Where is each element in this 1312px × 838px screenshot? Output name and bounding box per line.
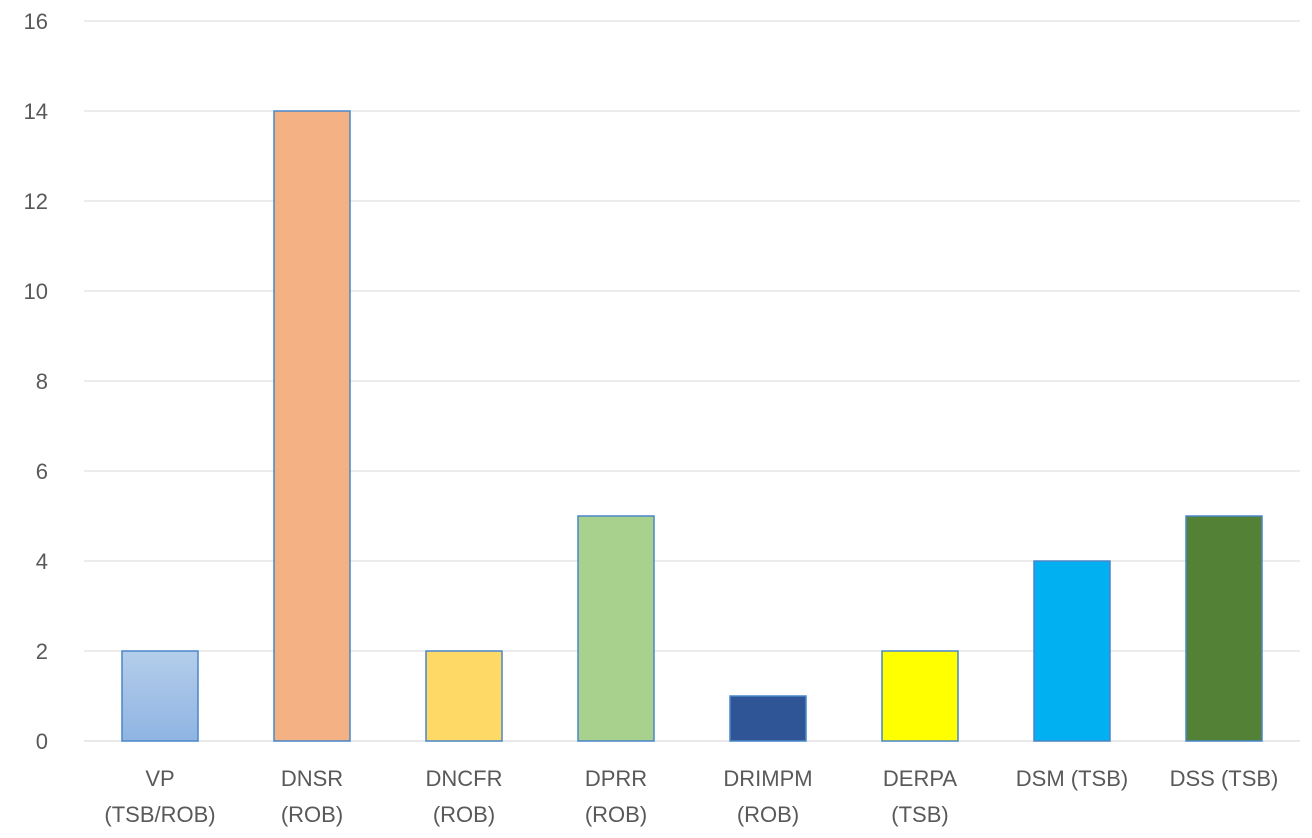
bars: [121, 110, 1263, 742]
x-category-label-line: (ROB): [585, 802, 647, 827]
gridlines: [84, 20, 1300, 742]
bar: [1185, 515, 1263, 742]
x-category-label: VP (TSB/ROB): [104, 766, 215, 827]
bar: [881, 650, 959, 742]
x-category-label: DPRR (ROB): [585, 766, 647, 827]
x-category-label: DSS (TSB): [1170, 766, 1279, 791]
y-tick-label: 10: [24, 279, 48, 304]
x-category-label-line: DNSR: [281, 766, 343, 791]
bar: [729, 695, 807, 742]
y-tick-label: 14: [24, 99, 48, 124]
x-category-label-line: (ROB): [281, 802, 343, 827]
x-category-label-line: (ROB): [433, 802, 495, 827]
x-category-label: DNCFR (ROB): [426, 766, 503, 827]
y-tick-label: 6: [36, 459, 48, 484]
bar: [121, 650, 199, 742]
x-category-label: DSM (TSB): [1016, 766, 1128, 791]
x-category-label: DRIMPM (ROB): [723, 766, 812, 827]
bar: [273, 110, 351, 742]
bar: [425, 650, 503, 742]
x-category-label-line: DNCFR: [426, 766, 503, 791]
x-axis-category-labels: VP (TSB/ROB)DNSR (ROB)DNCFR (ROB)DPRR (ROB)D…: [104, 766, 1278, 827]
x-category-label: DNSR (ROB): [281, 766, 343, 827]
x-category-label-line: DSM (TSB): [1016, 766, 1128, 791]
y-tick-label: 8: [36, 369, 48, 394]
y-axis-tick-labels: 0 2 4 6 8 10 12 14 16: [24, 9, 48, 754]
y-tick-label: 0: [36, 729, 48, 754]
x-category-label-line: DSS (TSB): [1170, 766, 1279, 791]
x-category-label-line: DERPA: [883, 766, 957, 791]
y-tick-label: 2: [36, 639, 48, 664]
x-category-label-line: DPRR: [585, 766, 647, 791]
x-category-label-line: VP: [145, 766, 174, 791]
y-tick-label: 4: [36, 549, 48, 574]
bar: [577, 515, 655, 742]
x-category-label-line: (TSB/ROB): [104, 802, 215, 827]
x-category-label-line: (TSB): [891, 802, 948, 827]
x-category-label-line: DRIMPM: [723, 766, 812, 791]
bar: [1033, 560, 1111, 742]
x-category-label-line: (ROB): [737, 802, 799, 827]
y-tick-label: 12: [24, 189, 48, 214]
x-category-label: DERPA (TSB): [883, 766, 957, 827]
y-tick-label: 16: [24, 9, 48, 34]
